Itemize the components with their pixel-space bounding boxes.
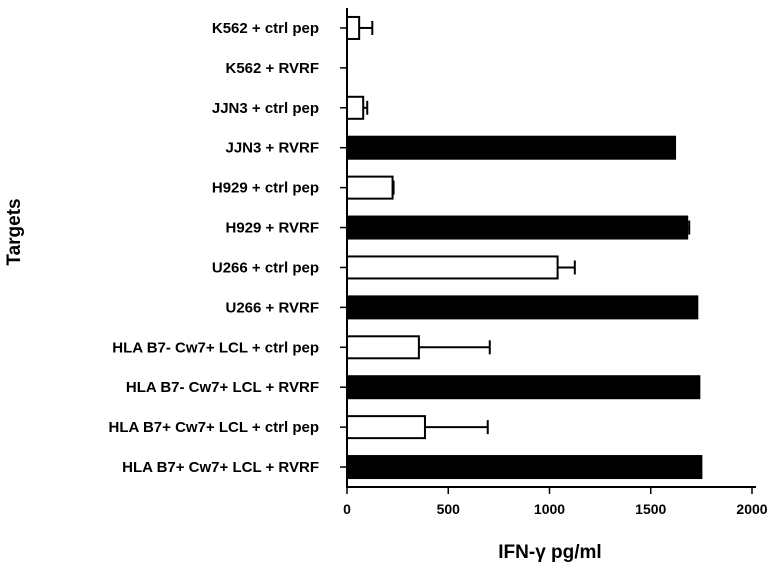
x-tick-label: 0: [343, 501, 351, 517]
y-axis-title: Targets: [4, 198, 25, 265]
category-label: H929 + RVRF: [225, 220, 319, 237]
category-label: U266 + ctrl pep: [212, 259, 319, 276]
category-label: HLA B7- Cw7+ LCL + ctrl pep: [112, 339, 319, 356]
bar: [346, 215, 689, 240]
axes: [346, 8, 756, 488]
bar: [346, 375, 701, 400]
category-label: HLA B7- Cw7+ LCL + RVRF: [126, 379, 319, 396]
bars-layer: [346, 15, 703, 480]
error-bars-layer: [359, 20, 691, 435]
category-label: H929 + ctrl pep: [212, 180, 319, 197]
category-label: HLA B7+ Cw7+ LCL + RVRF: [122, 459, 319, 476]
bar: [346, 295, 699, 320]
x-tick-label: 1500: [635, 501, 666, 517]
bar: [346, 135, 677, 160]
x-axis-title: IFN-γ pg/ml: [498, 542, 601, 563]
bar: [346, 335, 420, 360]
x-tick-label: 500: [437, 501, 461, 517]
bar: [346, 95, 365, 120]
bar: [346, 175, 394, 200]
x-ticks: 0 500 1000 1500 2000: [343, 487, 768, 517]
category-label: JJN3 + ctrl pep: [212, 100, 319, 117]
bar: [346, 15, 361, 40]
category-label: JJN3 + RVRF: [225, 140, 319, 157]
category-label: U266 + RVRF: [225, 299, 319, 316]
category-label: K562 + RVRF: [225, 60, 319, 77]
category-label: HLA B7+ Cw7+ LCL + ctrl pep: [109, 419, 319, 436]
bar: [346, 455, 703, 480]
x-tick-label: 1000: [534, 501, 565, 517]
category-labels: K562 + ctrl pep K562 + RVRF JJN3 + ctrl pe…: [109, 20, 347, 476]
x-tick-label: 2000: [736, 501, 767, 517]
bar: [346, 255, 559, 280]
bar: [346, 415, 426, 440]
category-label: K562 + ctrl pep: [212, 20, 319, 37]
